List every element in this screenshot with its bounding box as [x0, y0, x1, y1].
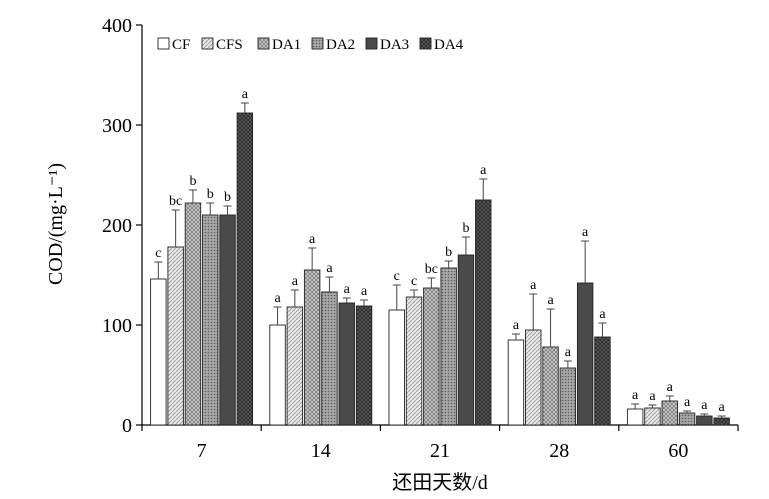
bar-cfs-7: [167, 246, 184, 426]
significance-label: a: [530, 278, 537, 293]
bar-da1-60: [661, 400, 678, 426]
bar-da2-28: [559, 367, 577, 426]
legend-swatch-cfs: [201, 37, 214, 50]
significance-label: bc: [169, 194, 182, 209]
legend-swatch-da1: [257, 37, 270, 50]
bar-da3-60: [696, 415, 713, 426]
y-tick-label: 0: [122, 415, 132, 437]
y-axis-title: COD/(mg·L⁻¹): [45, 163, 67, 285]
significance-label: a: [242, 87, 249, 102]
bar-da2-7: [202, 214, 219, 426]
x-axis-title: 还田天数/d: [392, 471, 488, 494]
bar-da4-14: [355, 305, 373, 426]
x-category-label: 7: [197, 440, 207, 462]
significance-label: a: [344, 282, 351, 297]
y-tick-label: 100: [102, 315, 132, 337]
significance-label: c: [411, 274, 417, 289]
bar-da3-7: [219, 214, 236, 426]
significance-label: b: [207, 187, 214, 202]
significance-label: a: [565, 345, 572, 360]
significance-label: a: [547, 293, 554, 308]
y-axis: 0 100 200 300 400: [102, 15, 143, 437]
bar-da1-21: [423, 287, 440, 426]
bar-da3-21: [457, 254, 475, 426]
bar-cfs-21: [405, 296, 423, 426]
legend: CF CFS DA1 DA2 DA3 DA4: [157, 37, 464, 53]
significance-label: a: [649, 389, 656, 404]
significance-label: b: [189, 174, 196, 189]
legend-swatch-cf: [157, 37, 170, 50]
x-category-label: 28: [549, 440, 569, 462]
bar-da3-28: [576, 282, 594, 426]
x-axis: 7 14 21 28 60: [141, 424, 739, 462]
significance-label: a: [480, 163, 487, 178]
significance-label: a: [513, 318, 520, 333]
y-tick-label: 200: [102, 215, 132, 237]
significance-label: a: [361, 284, 368, 299]
bar-da2-14: [321, 291, 338, 426]
bar-cf-21: [388, 309, 405, 426]
bar-da4-60: [713, 417, 730, 426]
significance-label: b: [224, 190, 231, 205]
y-tick-label: 300: [102, 115, 132, 137]
y-tick-label: 400: [102, 15, 132, 37]
bar-cfs-28: [525, 329, 542, 426]
significance-label: c: [394, 269, 400, 284]
bar-da4-7: [236, 112, 254, 426]
legend-label-cfs: CFS: [216, 37, 243, 53]
bar-da1-28: [542, 346, 559, 426]
significance-label: c: [155, 246, 161, 261]
significance-label: a: [274, 291, 281, 306]
legend-label-da3: DA3: [380, 37, 409, 53]
significance-label: b: [445, 245, 452, 260]
significance-label: a: [701, 398, 708, 413]
significance-label: a: [667, 380, 674, 395]
legend-swatch-da2: [311, 37, 324, 50]
significance-label: a: [632, 388, 639, 403]
x-category-label: 60: [668, 440, 688, 462]
legend-label-da4: DA4: [434, 37, 464, 53]
bar-da2-60: [678, 412, 696, 426]
significance-label: a: [582, 225, 589, 240]
legend-label-da2: DA2: [326, 37, 355, 53]
legend-swatch-da3: [365, 37, 378, 50]
bar-da2-21: [440, 267, 457, 426]
legend-label-da1: DA1: [272, 37, 301, 53]
x-category-label: 14: [311, 440, 331, 462]
significance-label: a: [719, 400, 726, 415]
bar-cf-14: [269, 324, 286, 426]
significance-label: a: [326, 261, 333, 276]
significance-label: bc: [425, 262, 438, 277]
x-category-label: 21: [430, 440, 450, 462]
bar-cfs-14: [286, 306, 304, 426]
significance-label: b: [462, 221, 469, 236]
bar-da1-7: [184, 202, 202, 426]
significance-label: a: [599, 307, 606, 322]
bar-cf-7: [150, 278, 167, 426]
significance-label: a: [292, 274, 299, 289]
significance-label: a: [309, 232, 316, 247]
bar-da4-21: [475, 199, 492, 426]
significance-label: a: [684, 395, 691, 410]
bar-da3-14: [338, 302, 355, 426]
legend-label-cf: CF: [172, 37, 190, 53]
bar-da4-28: [594, 336, 611, 426]
bar-cf-60: [626, 408, 644, 426]
legend-swatch-da4: [419, 37, 432, 50]
bar-cfs-60: [644, 407, 661, 426]
bar-da1-14: [303, 269, 321, 426]
bar-cf-28: [507, 339, 525, 426]
